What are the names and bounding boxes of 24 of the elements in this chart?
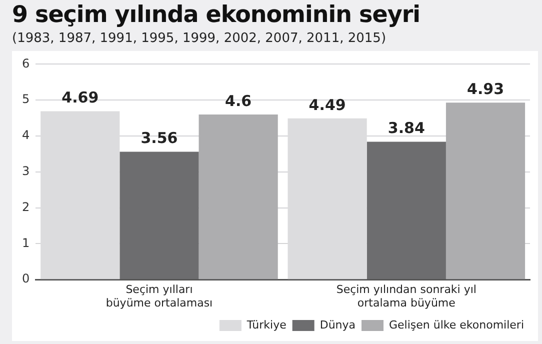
y-tick-label: 6	[22, 56, 30, 70]
data-label: 4.69	[62, 88, 99, 107]
bar	[198, 114, 278, 280]
legend-label: Dünya	[320, 318, 356, 332]
y-tick-label: 1	[22, 236, 30, 250]
y-tick-label: 3	[22, 164, 30, 178]
data-label: 4.6	[225, 92, 252, 110]
x-tick-label: Seçim yılları büyüme ortalaması	[106, 283, 213, 310]
bar	[120, 152, 199, 280]
chart-title: 9 seçim yılında ekonominin seyri	[12, 2, 420, 28]
data-label: 3.84	[388, 119, 425, 138]
legend-label: Gelişen ülke ekonomileri	[389, 318, 524, 332]
data-label: 4.49	[308, 96, 346, 114]
bar	[446, 102, 526, 280]
data-label: 4.93	[467, 80, 504, 98]
bar	[366, 142, 446, 280]
x-tick-label: Seçim yılından sonraki yıl ortalama büyüme	[336, 283, 476, 310]
legend-label: Türkiye	[246, 318, 287, 332]
y-tick-label: 2	[22, 200, 30, 214]
y-tick-label: 4	[22, 128, 30, 142]
y-tick-label: 0	[22, 272, 30, 286]
chart-subtitle: (1983, 1987, 1991, 1995, 1999, 2002, 2007, 2011, 2015)	[12, 31, 386, 46]
y-tick-label: 5	[22, 92, 30, 106]
data-label: 3.56	[140, 129, 178, 148]
